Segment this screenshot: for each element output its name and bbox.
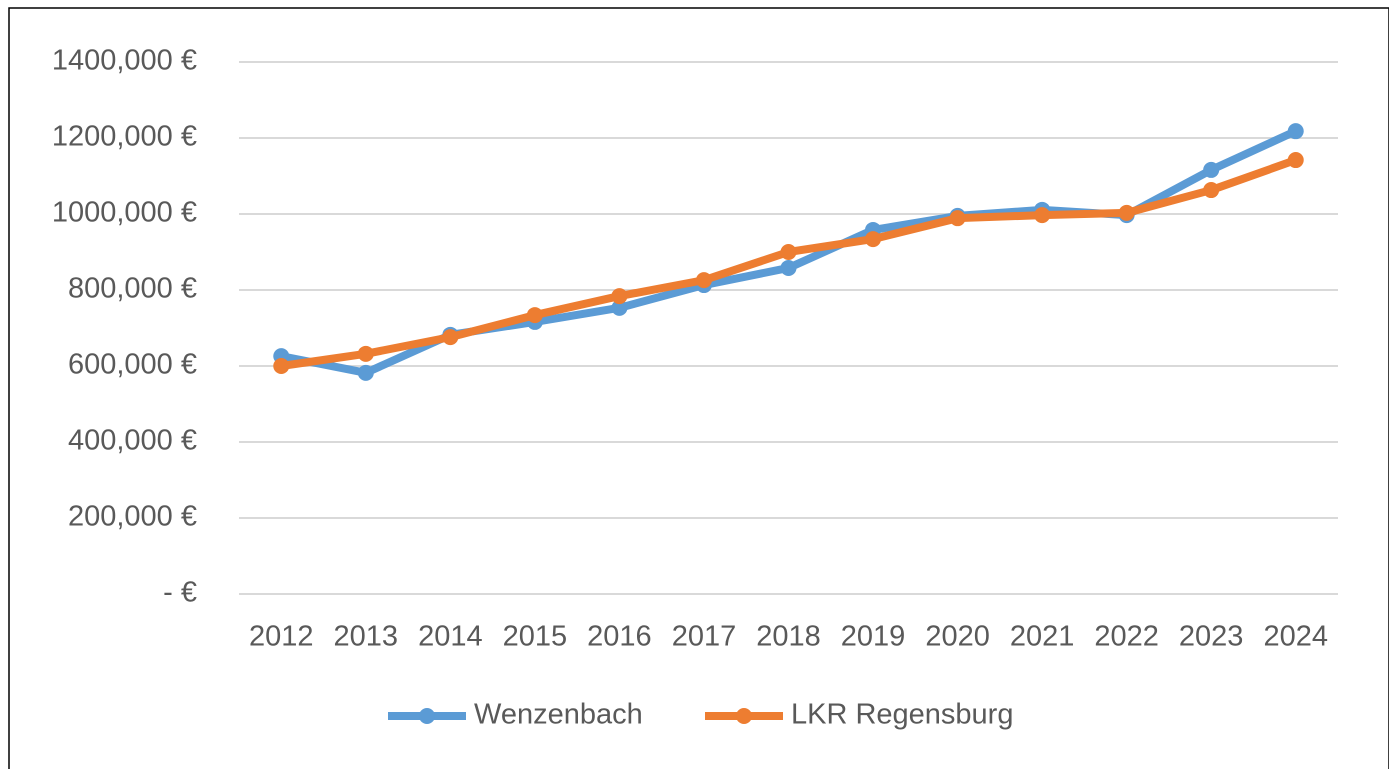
point (273, 358, 290, 374)
legend-label: Wenzenbach (474, 699, 643, 731)
point (780, 259, 797, 276)
legend-marker (419, 708, 435, 724)
x-tick-label: 2021 (1010, 621, 1075, 653)
x-tick-label: 2018 (756, 621, 821, 653)
y-tick-label: 1400,000 € (52, 45, 197, 77)
point (1287, 152, 1304, 169)
y-tick-label: 800,000 € (68, 273, 197, 305)
point (695, 272, 712, 289)
point (357, 345, 374, 362)
y-tick-label: 400,000 € (68, 425, 197, 457)
point (780, 244, 797, 260)
legend-marker (736, 708, 752, 724)
x-tick-label: 2012 (249, 621, 314, 653)
x-tick-label: 2022 (1094, 621, 1159, 653)
x-tick-label: 2023 (1179, 621, 1244, 653)
legend-label: LKR Regensburg (791, 699, 1013, 731)
point (949, 210, 966, 227)
x-tick-label: 2019 (841, 621, 906, 653)
y-tick-label: 200,000 € (68, 501, 197, 533)
point (1287, 123, 1304, 140)
x-tick-label: 2015 (503, 621, 568, 653)
y-tick-label: 600,000 € (68, 349, 197, 381)
x-tick-label: 2020 (925, 621, 990, 653)
y-tick-label: 1000,000 € (52, 197, 197, 229)
x-tick-label: 2017 (672, 621, 737, 653)
x-tick-label: 2016 (587, 621, 652, 653)
point (1203, 182, 1220, 199)
chart-frame (8, 7, 1389, 769)
point (1203, 161, 1220, 178)
x-tick-label: 2013 (334, 621, 399, 653)
point (1118, 204, 1135, 221)
point (526, 307, 543, 324)
point (357, 364, 374, 381)
y-tick-label: - € (163, 577, 197, 609)
point (1034, 207, 1051, 224)
x-tick-label: 2014 (418, 621, 483, 653)
point (442, 329, 459, 346)
point (611, 288, 628, 305)
x-tick-label: 2024 (1263, 621, 1328, 653)
y-tick-label: 1200,000 € (52, 121, 197, 153)
point (611, 299, 628, 316)
point (865, 231, 882, 248)
